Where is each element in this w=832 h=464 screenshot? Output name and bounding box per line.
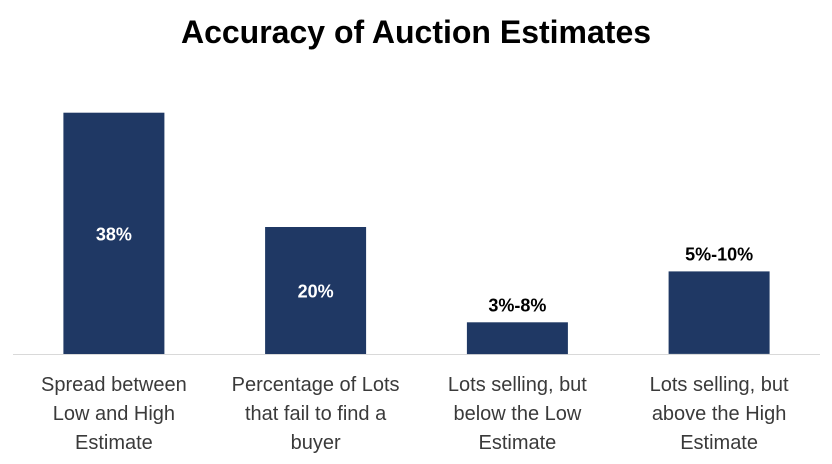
category-label-line: Estimate bbox=[74, 432, 153, 454]
data-label-3: 3%-8% bbox=[488, 295, 546, 315]
category-label-line: above the High bbox=[651, 403, 787, 425]
category-label-1: Spread between Low and High Estimate bbox=[19, 371, 209, 458]
data-label-2: 20% bbox=[298, 282, 334, 302]
data-label-1: 38% bbox=[96, 224, 132, 244]
chart-title: Accuracy of Auction Estimates bbox=[180, 14, 652, 50]
category-label-line: Lots selling, but bbox=[447, 374, 587, 396]
category-label-line: below the Low bbox=[453, 403, 582, 425]
category-label-line: that fail to find a bbox=[244, 403, 387, 425]
category-label-line: Lots selling, but bbox=[649, 374, 789, 396]
bar-2 bbox=[265, 227, 367, 354]
category-label-line: Estimate bbox=[680, 432, 758, 454]
bar-3 bbox=[466, 322, 568, 355]
category-label-line: Spread between bbox=[41, 374, 187, 396]
category-label-4: Lots selling, but above the High Estimate bbox=[624, 371, 814, 458]
bar-4 bbox=[668, 271, 770, 354]
category-label-3: Lots selling, but below the Low Estimate bbox=[422, 371, 612, 458]
category-label-line: buyer bbox=[290, 432, 341, 454]
category-label-2: Percentage of Lots that fail to find a buy… bbox=[221, 371, 411, 458]
data-label-4: 5%-10% bbox=[685, 244, 753, 264]
bar-1 bbox=[63, 112, 165, 354]
category-label-line: Percentage of Lots bbox=[231, 374, 400, 396]
category-label-line: Low and High bbox=[52, 403, 176, 425]
category-label-line: Estimate bbox=[478, 432, 557, 454]
